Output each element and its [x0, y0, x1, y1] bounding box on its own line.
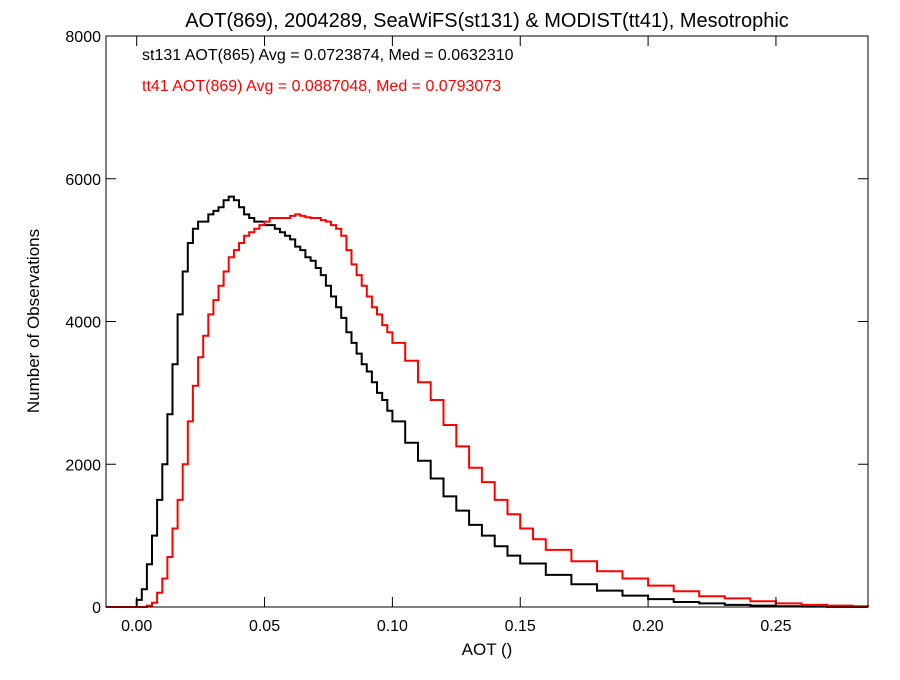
series-line-1	[106, 213, 869, 608]
y-tick-label-3: 6000	[65, 172, 101, 189]
series-line-0	[106, 195, 868, 608]
plot-frame	[105, 35, 869, 608]
x-tick-label-3: 0.15	[505, 618, 536, 635]
chart-title: AOT(869), 2004289, SeaWiFS(st131) & MODI…	[185, 10, 789, 32]
axis-layer: 0.00 0.05 0.10 0.15 0.20 0.25 0 2000 4000 6000 800…	[65, 29, 868, 635]
x-tick-label-2: 0.10	[377, 618, 408, 635]
x-tick-label-4: 0.20	[633, 618, 664, 635]
x-tick-label-0: 0.00	[121, 618, 152, 635]
y-tick-label-2: 4000	[65, 315, 101, 332]
y-axis-label: Number of Observations	[24, 229, 43, 413]
y-tick-label-1: 2000	[65, 457, 101, 474]
annotation-tt41-stats: tt41 AOT(869) Avg = 0.0887048, Med = 0.0…	[142, 78, 501, 95]
x-axis-label: AOT ()	[462, 640, 513, 659]
y-tick-label-0: 0	[92, 600, 101, 617]
series-layer	[106, 195, 869, 608]
y-tick-label-4: 8000	[65, 29, 101, 46]
x-tick-label-5: 0.25	[760, 618, 791, 635]
x-tick-label-1: 0.05	[249, 618, 280, 635]
annotation-st131-stats: st131 AOT(865) Avg = 0.0723874, Med = 0.…	[142, 47, 514, 64]
